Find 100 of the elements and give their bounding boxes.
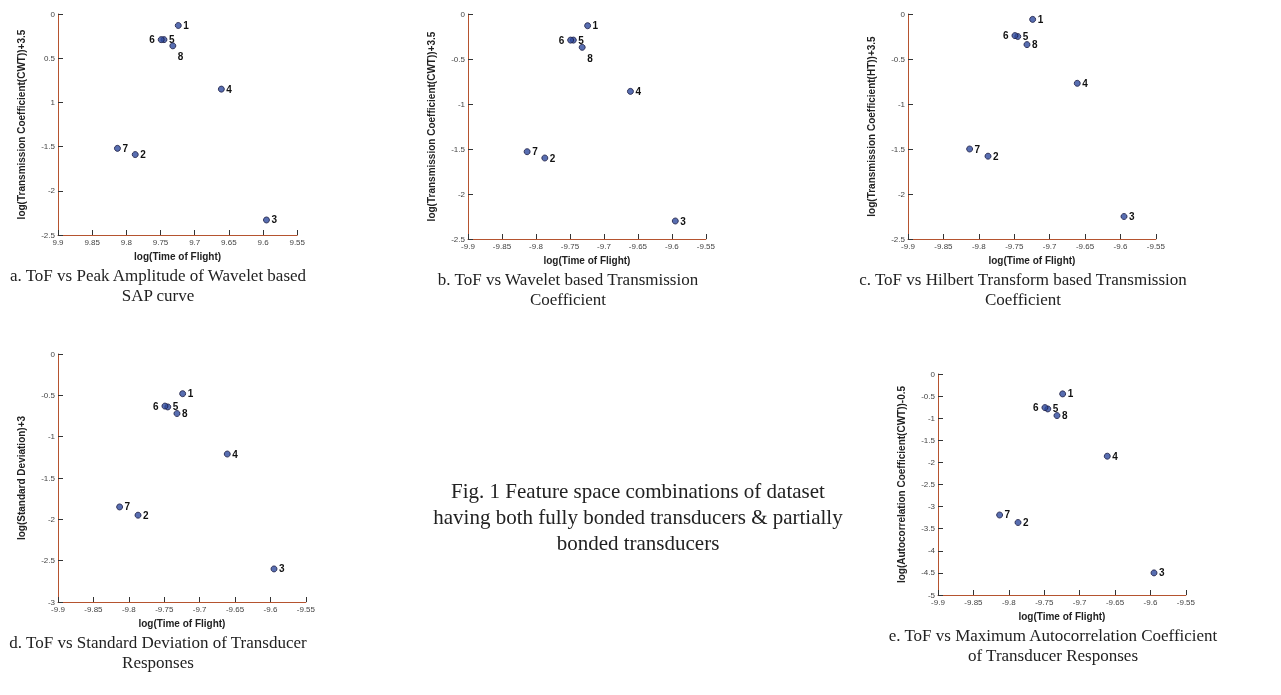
y-tick-label: 0: [50, 349, 56, 359]
y-tick-label: 1: [50, 97, 56, 107]
annotation: 6: [152, 400, 159, 412]
x-tick-label: -9.6: [1113, 241, 1128, 251]
text: c. ToF vs Hilbert Transform based Transmission Coefficient: [858, 270, 1188, 310]
text: e. ToF vs Maximum Autocorrelation Coefficient of Transducer Responses: [888, 626, 1218, 666]
y-tick-label: -2.5: [891, 234, 906, 244]
x-tick-label: -9.8: [121, 604, 137, 614]
y-tick-label: -2: [457, 189, 466, 199]
y-tick-label: -2: [927, 457, 936, 467]
x-tick-label: -9.8: [971, 241, 987, 251]
x-tick-label: -9.75: [560, 241, 580, 251]
y-axis-title: log(Transmission Coefficient(CWT))+3.5: [15, 29, 27, 220]
x-tick-label: -9.55: [696, 241, 716, 251]
annotation: 4: [635, 85, 642, 97]
x-tick-label: 9.7: [189, 237, 201, 247]
y-tick-label: -1.5: [451, 144, 466, 154]
x-tick-label: -9.6: [263, 604, 278, 614]
annotation: 7: [532, 146, 539, 158]
y-tick-label: -1.5: [41, 142, 56, 152]
x-tick-label: 9.85: [84, 237, 101, 247]
y-tick-label: -1: [457, 99, 466, 109]
x-tick-label: -9.55: [1146, 241, 1166, 251]
y-tick-label: -0.5: [921, 391, 936, 401]
caption: Fig. 1 Feature space combinations of dataset having both fully bonded transducers & partially bonded transducers: [433, 479, 843, 555]
x-tick-label: 9.55: [289, 237, 306, 247]
y-axis-title: log(Transmission Coefficient(HT))+3.5: [865, 35, 877, 217]
y-tick-label: -3: [927, 502, 936, 512]
annotation: 3: [279, 563, 286, 575]
x-tick-label: 9.9: [52, 237, 65, 247]
x-tick-label: 9.75: [152, 237, 169, 247]
y-tick-label: -5: [927, 590, 936, 600]
x-tick-label: -9.65: [1075, 241, 1095, 251]
y-tick-label: -3: [47, 597, 56, 607]
y-tick-label: -2.5: [41, 556, 56, 566]
y-axis-title: log(Autocorrelation Coefficient(CWT))-0.5: [895, 385, 907, 584]
y-axis-title: log(Transmission Coefficient(CWT))+3.5: [425, 31, 437, 222]
annotation: 4: [1082, 77, 1089, 89]
x-axis-title: log(Time of Flight): [134, 250, 222, 262]
x-axis-title: log(Time of Flight): [988, 254, 1076, 266]
y-tick-label: -1.5: [921, 435, 936, 445]
x-tick-label: -9.8: [529, 241, 544, 251]
y-tick-label: -1.5: [891, 144, 906, 154]
x-tick-label: -9.9: [931, 597, 946, 607]
y-tick-label: -2: [47, 514, 56, 524]
x-tick-label: 9.8: [120, 237, 133, 247]
annotation: 4: [226, 83, 233, 95]
annotation: 7: [124, 501, 131, 513]
x-tick-label: -9.6: [665, 241, 680, 251]
x-axis-title: log(Time of Flight): [543, 254, 631, 266]
y-tick-label: -1: [897, 99, 906, 109]
y-tick-label: -2: [897, 189, 906, 199]
x-tick-label: -9.7: [1072, 597, 1088, 607]
annotation: 3: [1159, 567, 1166, 579]
x-tick-label: -9.75: [1005, 241, 1024, 251]
annotation: 2: [140, 149, 147, 161]
x-tick-label: -9.65: [225, 604, 245, 614]
annotation: 7: [974, 143, 981, 155]
annotation: 8: [177, 51, 184, 63]
y-tick-label: 0: [930, 369, 936, 379]
annotation: 1: [1067, 388, 1074, 400]
y-tick-label: -0.5: [41, 390, 56, 400]
text: d. ToF vs Standard Deviation of Transducer Responses: [8, 633, 308, 673]
x-axis-title: log(Time of Flight): [138, 617, 226, 629]
annotation: 6: [1032, 402, 1039, 414]
annotation: 2: [1023, 517, 1030, 529]
y-tick-label: -0.5: [891, 54, 906, 64]
y-tick-label: -1.5: [41, 473, 56, 483]
y-tick-label: -2.5: [921, 480, 936, 489]
annotation: 3: [1129, 211, 1136, 222]
x-tick-label: -9.75: [155, 604, 174, 614]
annotation: 1: [183, 19, 190, 31]
x-tick-label: -9.55: [296, 604, 316, 614]
y-tick-label: 0: [900, 9, 906, 19]
x-tick-label: -9.9: [51, 604, 66, 614]
y-tick-label: 0.5: [43, 53, 56, 63]
y-tick-label: 0: [50, 9, 56, 19]
annotation: 8: [181, 408, 188, 420]
annotation: 5: [1022, 31, 1029, 42]
x-tick-label: -9.7: [192, 604, 208, 614]
annotation: 7: [122, 142, 129, 154]
annotation: 3: [680, 215, 687, 227]
annotation: 2: [549, 152, 556, 164]
annotation: 8: [1031, 39, 1038, 51]
annotation: 3: [271, 214, 278, 226]
annotation: 5: [172, 401, 179, 413]
y-axis-title: log(Standard Deviation)+3: [15, 415, 27, 541]
text: b. ToF vs Wavelet based Transmission Coefficient: [436, 270, 700, 310]
x-tick-label: 9.6: [257, 237, 270, 247]
x-tick-label: -9.65: [1105, 597, 1125, 607]
annotation: 1: [1037, 13, 1044, 25]
x-tick-label: -9.85: [934, 241, 954, 251]
x-tick-label: -9.85: [964, 597, 984, 607]
annotation: 6: [558, 34, 565, 46]
annotation: 2: [143, 509, 150, 521]
y-tick-label: -0.5: [451, 54, 466, 64]
annotation: 8: [587, 52, 594, 64]
annotation: 7: [1004, 509, 1011, 521]
y-tick-label: -2.5: [41, 230, 56, 240]
x-tick-label: -9.85: [492, 241, 512, 251]
